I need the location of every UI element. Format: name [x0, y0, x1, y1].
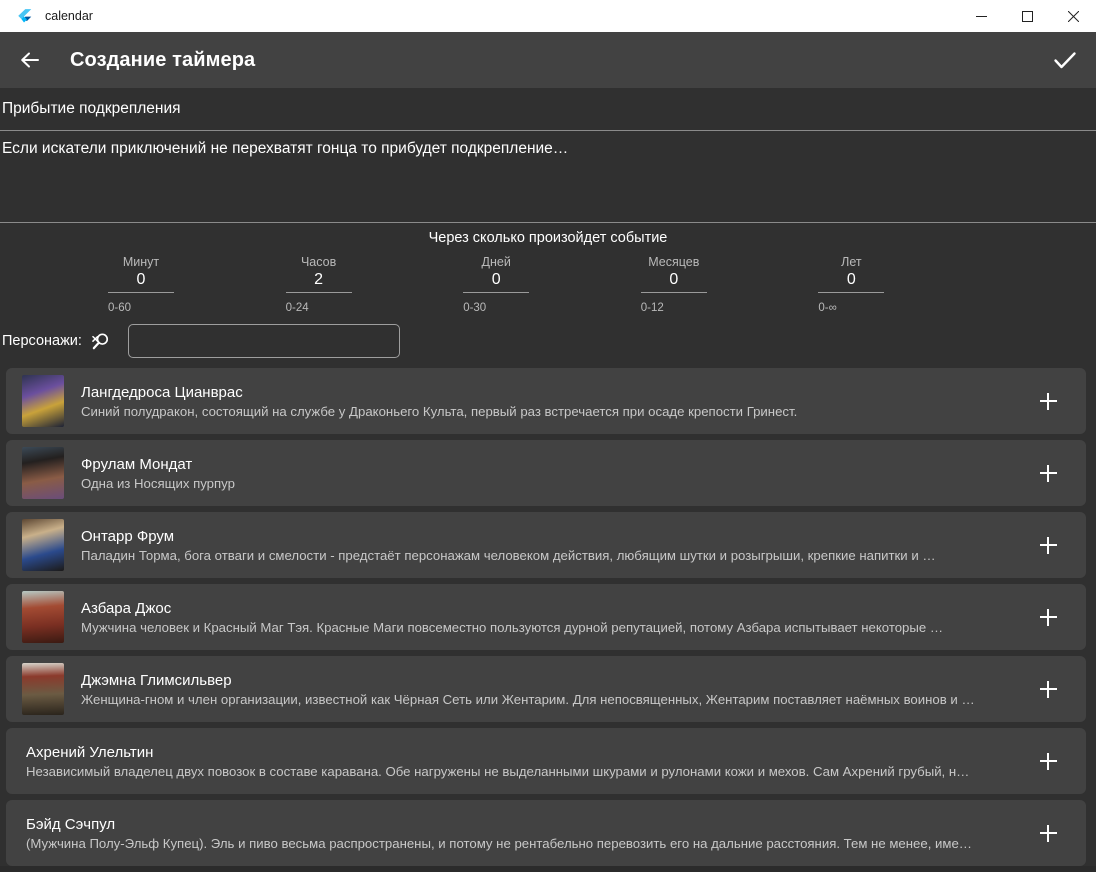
list-item[interactable]: Ахрений Улельтин Независимый владелец дв…	[6, 728, 1086, 794]
months-input[interactable]: 0	[640, 271, 707, 293]
character-name: Лангдедроса Цианврас	[81, 383, 243, 401]
unit-label: Часов	[300, 255, 337, 269]
timer-section: Через сколько произойдет событие Минут 0…	[0, 223, 1096, 358]
time-unit-minutes: Минут 0 0-60	[108, 255, 286, 314]
avatar	[22, 375, 64, 427]
list-item-texts: Лангдедроса Цианврас Синий полудракон, с…	[81, 384, 797, 419]
avatar	[22, 591, 64, 643]
time-unit-days: Дней 0 0-30	[463, 255, 641, 314]
character-name: Азбара Джос	[81, 599, 172, 617]
list-item[interactable]: Джэмна Глимсильвер Женщина-гном и член о…	[6, 656, 1086, 722]
plus-icon[interactable]	[1036, 533, 1060, 557]
flutter-logo-icon	[8, 8, 38, 25]
list-item-texts: Онтарр Фрум Паладин Торма, бога отваги и…	[81, 528, 936, 563]
unit-label: Лет	[841, 255, 862, 269]
app-bar: Создание таймера	[0, 32, 1096, 88]
time-unit-hours: Часов 2 0-24	[285, 255, 464, 314]
plus-icon[interactable]	[1036, 677, 1060, 701]
event-description-field[interactable]: Если искатели приключений не перехватят …	[0, 131, 1096, 223]
days-input[interactable]: 0	[463, 271, 530, 293]
list-item[interactable]: Онтарр Фрум Паладин Торма, бога отваги и…	[6, 512, 1086, 578]
list-item-texts: Азбара Джос Мужчина человек и Красный Ма…	[81, 600, 943, 635]
characters-search-input[interactable]	[127, 324, 400, 358]
minutes-input[interactable]: 0	[108, 271, 174, 293]
character-description: Женщина-гном и член организации, известн…	[81, 691, 975, 707]
event-title-field[interactable]: Прибытие подкрепления	[0, 88, 1096, 131]
character-name: Джэмна Глимсильвер	[81, 671, 232, 689]
list-item[interactable]: Азбара Джос Мужчина человек и Красный Ма…	[6, 584, 1086, 650]
plus-icon[interactable]	[1036, 821, 1060, 845]
window-titlebar: calendar	[0, 0, 1096, 32]
character-name: Онтарр Фрум	[81, 527, 175, 545]
plus-icon[interactable]	[1036, 605, 1060, 629]
avatar	[22, 519, 64, 571]
unit-label: Минут	[122, 255, 160, 269]
unit-label: Месяцев	[648, 255, 700, 269]
character-list[interactable]: Лангдедроса Цианврас Синий полудракон, с…	[0, 368, 1096, 866]
unit-range: 0-∞	[818, 302, 837, 314]
time-unit-months: Месяцев 0 0-12	[640, 255, 819, 314]
page-content: Прибытие подкрепления Если искатели прик…	[0, 88, 1096, 866]
hours-input[interactable]: 2	[285, 271, 352, 293]
character-description: (Мужчина Полу-Эльф Купец). Эль и пиво ве…	[26, 835, 976, 851]
maximize-button[interactable]	[1004, 0, 1050, 32]
list-item-texts: Фрулам Мондат Одна из Носящих пурпур	[81, 456, 235, 491]
character-name: Фрулам Мондат	[81, 455, 193, 473]
character-description: Мужчина человек и Красный Маг Тэя. Красн…	[81, 619, 944, 635]
plus-icon[interactable]	[1036, 461, 1060, 485]
unit-range: 0-60	[108, 302, 132, 314]
minimize-button[interactable]	[958, 0, 1004, 32]
confirm-check-icon[interactable]	[1052, 47, 1078, 73]
window-controls	[958, 0, 1096, 32]
list-item[interactable]: Лангдедроса Цианврас Синий полудракон, с…	[6, 368, 1086, 434]
page-title: Создание таймера	[70, 48, 256, 71]
list-item[interactable]: Бэйд Сэчпул (Мужчина Полу-Эльф Купец). Э…	[6, 800, 1086, 866]
list-item[interactable]: Фрулам Мондат Одна из Носящих пурпур	[6, 440, 1086, 506]
plus-icon[interactable]	[1036, 389, 1060, 413]
avatar	[22, 663, 64, 715]
list-item-texts: Ахрений Улельтин Независимый владелец дв…	[26, 744, 976, 779]
years-input[interactable]: 0	[818, 271, 885, 293]
character-name: Бэйд Сэчпул	[26, 815, 116, 833]
time-units-row: Минут 0 0-60 Часов 2 0-24 Дней 0 0-30 Ме…	[0, 255, 1096, 314]
timer-caption: Через сколько произойдет событие	[428, 230, 668, 246]
unit-label: Дней	[481, 255, 511, 269]
time-unit-years: Лет 0 0-∞	[818, 255, 996, 314]
unit-range: 0-24	[285, 302, 309, 314]
characters-label: Персонажи:	[2, 333, 82, 349]
character-description: Одна из Носящих пурпур	[81, 475, 235, 491]
close-button[interactable]	[1050, 0, 1096, 32]
character-description: Паладин Торма, бога отваги и смелости - …	[81, 547, 936, 563]
character-description: Независимый владелец двух повозок в сост…	[26, 763, 976, 779]
list-item-texts: Бэйд Сэчпул (Мужчина Полу-Эльф Купец). Э…	[26, 816, 976, 851]
app-title: calendar	[45, 9, 93, 23]
search-off-icon[interactable]	[86, 330, 116, 352]
back-arrow-icon[interactable]	[18, 48, 42, 72]
avatar	[22, 447, 64, 499]
character-name: Ахрений Улельтин	[26, 743, 154, 761]
plus-icon[interactable]	[1036, 749, 1060, 773]
character-description: Синий полудракон, состоящий на службе у …	[81, 403, 798, 419]
list-item-texts: Джэмна Глимсильвер Женщина-гном и член о…	[81, 672, 975, 707]
unit-range: 0-30	[463, 302, 487, 314]
unit-range: 0-12	[640, 302, 664, 314]
characters-search-row: Персонажи:	[0, 324, 1096, 358]
